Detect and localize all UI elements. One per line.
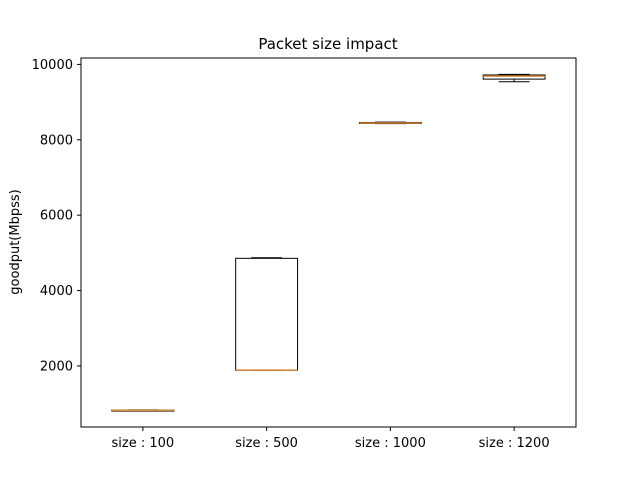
y-tick-label: 2000: [40, 359, 73, 374]
x-tick-label: size : 100: [112, 436, 175, 451]
y-tick-label: 8000: [40, 133, 73, 148]
plot-area: [80, 57, 577, 428]
box-2: [235, 257, 299, 371]
box-series: [111, 73, 546, 412]
y-axis-label: goodput(Mbpss): [8, 189, 23, 294]
chart-title: Packet size impact: [258, 35, 397, 53]
y-axis: 2000 4000 6000 8000 10000: [32, 58, 81, 374]
box-body: [482, 74, 546, 80]
box-1: [111, 409, 175, 412]
x-axis: size : 100 size : 500 size : 1000 size : 12…: [112, 427, 550, 451]
box-3: [358, 121, 422, 125]
x-tick-label: size : 1000: [355, 436, 426, 451]
y-tick-label: 10000: [32, 58, 73, 73]
x-tick-label: size : 1200: [479, 436, 550, 451]
x-tick-label: size : 500: [235, 436, 298, 451]
box-4: [482, 73, 546, 83]
y-tick-label: 4000: [40, 284, 73, 299]
y-tick-label: 6000: [40, 209, 73, 224]
